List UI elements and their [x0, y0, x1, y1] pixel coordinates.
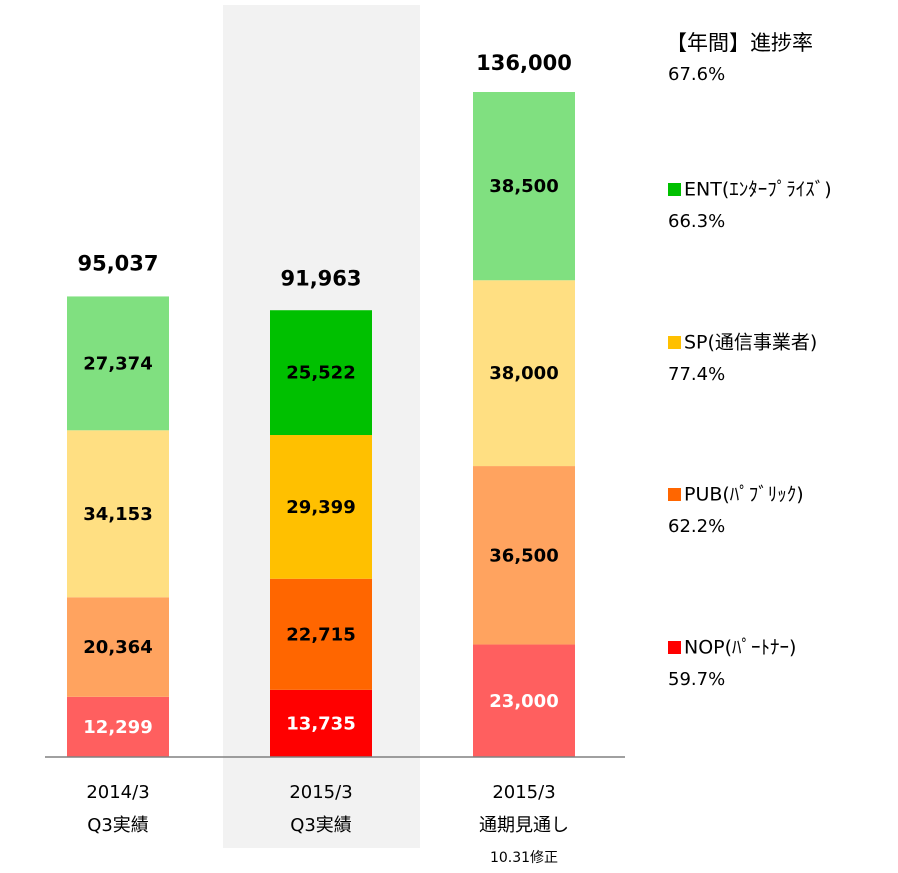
- bar-segment: [67, 696, 169, 757]
- bar-segment: [270, 689, 372, 757]
- bar-segment: [67, 296, 169, 431]
- legend-rate: 59.7%: [668, 669, 725, 690]
- segment-label: 13,735: [286, 713, 355, 734]
- total-label: 91,963: [280, 266, 361, 290]
- bar-segment: [473, 466, 575, 645]
- legend-label: SP(通信事業者): [684, 332, 817, 354]
- bar-segment: [473, 280, 575, 467]
- segment-label: 25,522: [286, 363, 355, 384]
- segment-label: 20,364: [83, 637, 152, 658]
- legend-swatch: [668, 641, 681, 654]
- x-tick-label: 2015/3: [492, 782, 555, 803]
- legend-swatch: [668, 488, 681, 501]
- legend-rate: 77.4%: [668, 364, 725, 385]
- segment-label: 38,000: [489, 363, 558, 384]
- segment-label: 29,399: [286, 497, 355, 518]
- legend-rate: 62.2%: [668, 516, 725, 537]
- x-tick-label: Q3実績: [290, 815, 352, 836]
- segment-label: 23,000: [489, 691, 558, 712]
- legend-title: 【年間】進捗率: [666, 31, 813, 55]
- bar-segment: [270, 310, 372, 436]
- x-tick-label: Q3実績: [87, 815, 149, 836]
- segment-label: 12,299: [83, 717, 152, 738]
- legend-rate: 67.6%: [668, 64, 725, 85]
- legend-label: ENT(ｴﾝﾀｰﾌﾟﾗｲｽﾞ): [684, 179, 832, 201]
- bar-segment: [67, 597, 169, 697]
- bar-segment: [473, 644, 575, 757]
- total-label: 136,000: [476, 51, 572, 75]
- segment-label: 27,374: [83, 353, 152, 374]
- bar-segment: [270, 578, 372, 690]
- x-tick-label: 2014/3: [86, 782, 149, 803]
- legend-swatch: [668, 183, 681, 196]
- segment-label: 36,500: [489, 545, 558, 566]
- bar-segment: [67, 430, 169, 598]
- segment-label: 22,715: [286, 624, 355, 645]
- x-tick-note: 10.31修正: [490, 850, 558, 866]
- legend-label: PUB(ﾊﾟﾌﾞﾘｯｸ): [684, 484, 804, 506]
- segment-label: 38,500: [489, 176, 558, 197]
- x-tick-label: 2015/3: [289, 782, 352, 803]
- total-label: 95,037: [77, 251, 158, 275]
- x-tick-label: 通期見通し: [479, 815, 569, 836]
- bar-segment: [473, 92, 575, 281]
- legend-label: NOP(ﾊﾟｰﾄﾅｰ): [684, 637, 796, 659]
- segment-label: 34,153: [83, 504, 152, 525]
- bar-segment: [270, 435, 372, 579]
- legend-swatch: [668, 336, 681, 349]
- legend-rate: 66.3%: [668, 211, 725, 232]
